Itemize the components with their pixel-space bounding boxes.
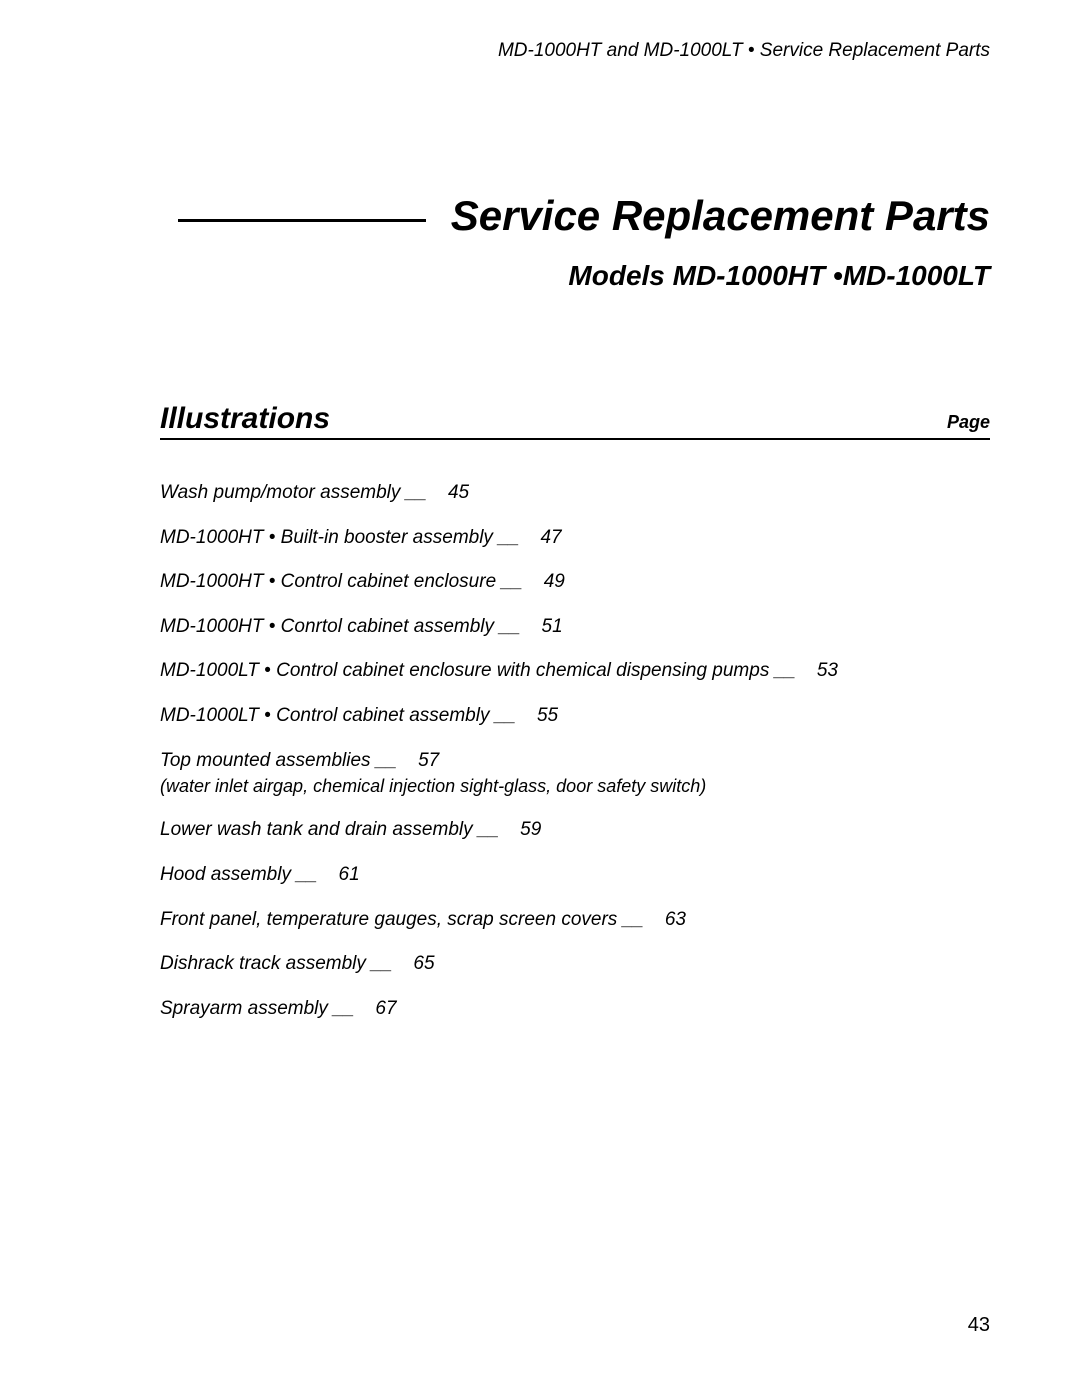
toc-label: Top mounted assemblies __	[160, 750, 397, 771]
toc-item: Top mounted assemblies __ 57 (water inle…	[160, 748, 990, 800]
toc-label: Front panel, temperature gauges, scrap s…	[160, 909, 644, 930]
toc-page: 57	[418, 750, 439, 771]
toc-item: Wash pump/motor assembly __ 45	[160, 480, 990, 507]
toc-label: Wash pump/motor assembly __	[160, 482, 427, 503]
title-rule	[178, 219, 426, 222]
toc-label: MD-1000LT • Control cabinet enclosure wi…	[160, 660, 796, 681]
toc-subtext: (water inlet airgap, chemical injection …	[160, 774, 990, 799]
toc-page: 67	[375, 998, 396, 1019]
toc-item: Hood assembly __ 61	[160, 862, 990, 889]
toc-item: Sprayarm assembly __ 67	[160, 996, 990, 1023]
subtitle: Models MD-1000HT •MD-1000LT	[160, 260, 990, 292]
page-column-label: Page	[947, 412, 990, 433]
toc-item: MD-1000LT • Control cabinet assembly __ …	[160, 703, 990, 730]
toc-label: Sprayarm assembly __	[160, 998, 354, 1019]
toc-list: Wash pump/motor assembly __ 45 MD-1000HT…	[160, 480, 990, 1022]
toc-page: 51	[542, 616, 563, 637]
toc-page: 61	[339, 864, 360, 885]
toc-label: Hood assembly __	[160, 864, 317, 885]
toc-item: MD-1000HT • Built-in booster assembly __…	[160, 525, 990, 552]
page-number: 43	[968, 1314, 990, 1337]
toc-page: 49	[544, 571, 565, 592]
toc-label: Dishrack track assembly __	[160, 953, 392, 974]
toc-item: Lower wash tank and drain assembly __ 59	[160, 817, 990, 844]
header-text: MD-1000HT and MD-1000LT • Service Replac…	[498, 40, 990, 61]
toc-label: MD-1000HT • Conrtol cabinet assembly __	[160, 616, 520, 637]
main-title: Service Replacement Parts	[451, 192, 990, 239]
toc-page: 65	[413, 953, 434, 974]
toc-item: Front panel, temperature gauges, scrap s…	[160, 907, 990, 934]
toc-label: MD-1000HT • Built-in booster assembly __	[160, 527, 519, 548]
toc-label: MD-1000HT • Control cabinet enclosure __	[160, 571, 523, 592]
toc-item: MD-1000LT • Control cabinet enclosure wi…	[160, 658, 990, 685]
page-container: MD-1000HT and MD-1000LT • Service Replac…	[0, 0, 1080, 1397]
toc-item: MD-1000HT • Conrtol cabinet assembly __ …	[160, 614, 990, 641]
toc-label: Lower wash tank and drain assembly __	[160, 819, 499, 840]
toc-page: 53	[817, 660, 838, 681]
toc-page: 59	[520, 819, 541, 840]
toc-page: 63	[665, 909, 686, 930]
toc-page: 47	[540, 527, 561, 548]
toc-page: 55	[537, 705, 558, 726]
toc-item: Dishrack track assembly __ 65	[160, 951, 990, 978]
toc-item: MD-1000HT • Control cabinet enclosure __…	[160, 569, 990, 596]
title-line: Service Replacement Parts	[160, 192, 990, 240]
section-heading: Illustrations	[160, 402, 947, 436]
running-header: MD-1000HT and MD-1000LT • Service Replac…	[160, 40, 990, 62]
section-heading-row: Illustrations Page	[160, 402, 990, 440]
toc-page: 45	[448, 482, 469, 503]
title-block: Service Replacement Parts Models MD-1000…	[160, 192, 990, 292]
toc-label: MD-1000LT • Control cabinet assembly __	[160, 705, 516, 726]
